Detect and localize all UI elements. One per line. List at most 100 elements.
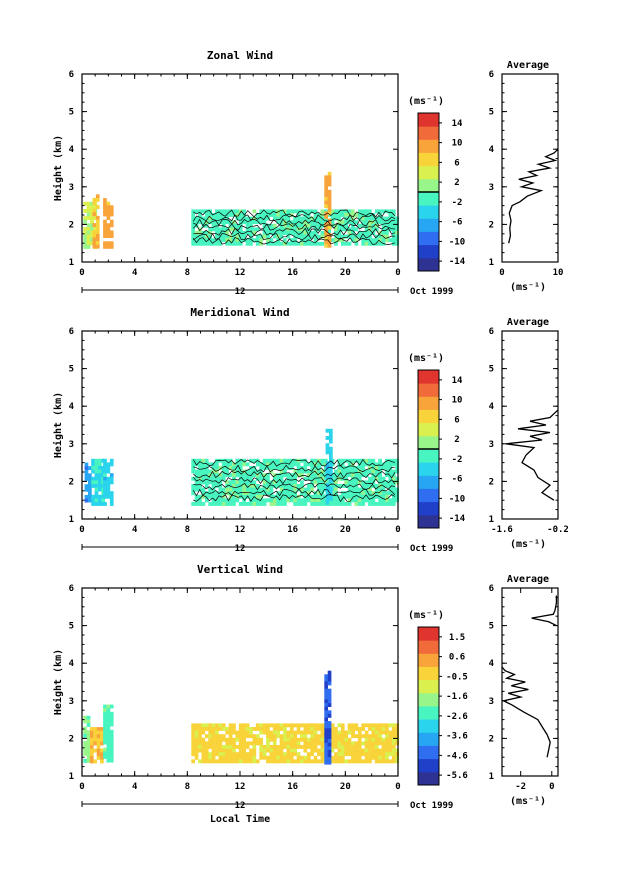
heatmap-cell [204,491,209,496]
heatmap-cell [242,759,246,764]
heatmap-cell [357,759,362,764]
heatmap-cell [109,462,114,467]
heatmap-cell [283,231,287,235]
heatmap-cell [238,480,243,485]
heatmap-cell [320,748,325,753]
heatmap-cell [88,466,92,471]
profile-y-tick-label: 1 [489,772,494,782]
heatmap-cell [327,721,332,725]
heatmap-cell [395,752,399,757]
heatmap-cell [269,755,274,760]
heatmap-cell [381,737,386,742]
heatmap-cell [194,737,199,742]
heatmap-cell [303,498,308,503]
heatmap-cell [225,216,229,221]
heatmap-cell [215,227,219,232]
heatmap-cell [334,469,338,474]
heatmap-cell [303,216,308,221]
heatmap-cell [325,428,330,433]
heatmap-cell [385,737,389,742]
heatmap-cell [351,469,355,474]
heatmap-cell [211,213,216,217]
heatmap-cell [313,241,318,246]
heatmap-cell [208,502,212,506]
heatmap-cell [279,216,284,221]
heatmap-cell [351,476,355,481]
heatmap-cell [293,734,297,739]
heatmap-cell [313,473,318,478]
heatmap-cell [262,745,267,749]
heatmap-cell [368,462,372,467]
heatmap-cell [90,219,94,224]
heatmap-cell [252,220,257,225]
heatmap-cell [109,755,114,759]
heatmap-cell [371,238,376,243]
heatmap-cell [368,487,372,492]
y-tick-label: 1 [69,258,74,268]
heatmap-cell [109,244,114,249]
heatmap-cell [94,484,99,488]
heatmap-cell [296,484,301,488]
heatmap-cell [90,201,94,206]
heatmap-cell [208,752,212,757]
heatmap-cell [198,209,202,214]
heatmap-cell [317,480,321,485]
heatmap-cell [266,484,270,488]
heatmap-cell [351,491,355,496]
x-tick-label: 0 [395,525,400,535]
heatmap-cell [306,234,311,239]
heatmap-cell [323,220,328,225]
heatmap-cell [262,227,267,232]
heatmap-cell [344,741,348,746]
heatmap-cell [221,737,226,742]
heatmap-cell [286,476,291,481]
heatmap-cell [364,748,369,753]
heatmap-cell [106,476,111,481]
heatmap-cell [238,494,243,499]
heatmap-cell [106,704,111,709]
heatmap-cell [283,462,287,467]
heatmap-cell [306,484,311,488]
heatmap-cell [306,473,311,478]
y-tick-label: 2 [69,220,74,230]
heatmap-cell [327,225,332,230]
heatmap-cell [310,494,314,499]
heatmap-cell [266,458,270,463]
heatmap-cell [320,234,325,239]
heatmap-cell [340,745,345,749]
heatmap-cell [255,491,260,496]
heatmap-cell [391,752,396,757]
heatmap-cell [303,220,308,225]
heatmap-cell [340,238,345,243]
heatmap-cell [272,502,277,506]
heatmap-cell [293,458,297,463]
heatmap-cell [364,469,369,474]
heatmap-cell [330,745,335,749]
heatmap-cell [89,755,94,760]
heatmap-cell [86,755,91,760]
meridional-wind-day-label: 12 [235,544,246,554]
heatmap-cell [324,746,328,751]
heatmap-cell [208,480,212,485]
colorbar-swatch [418,435,439,450]
heatmap-cell [325,468,330,473]
heatmap-cell [272,498,277,503]
heatmap-cell [327,670,332,675]
heatmap-cell [98,458,102,463]
heatmap-cell [344,759,348,764]
heatmap-cell [374,466,379,470]
heatmap-cell [83,216,87,221]
heatmap-cell [381,745,386,749]
heatmap-cell [194,755,199,760]
heatmap-cell [329,428,333,433]
heatmap-cell [347,462,352,467]
heatmap-cell [272,737,277,742]
heatmap-cell [232,484,236,488]
heatmap-cell [191,458,195,463]
heatmap-cell [266,216,270,221]
heatmap-cell [388,745,393,749]
heatmap-cell [218,227,223,232]
heatmap-cell [86,741,91,745]
heatmap-cell [381,462,386,467]
heatmap-cell [106,241,111,246]
